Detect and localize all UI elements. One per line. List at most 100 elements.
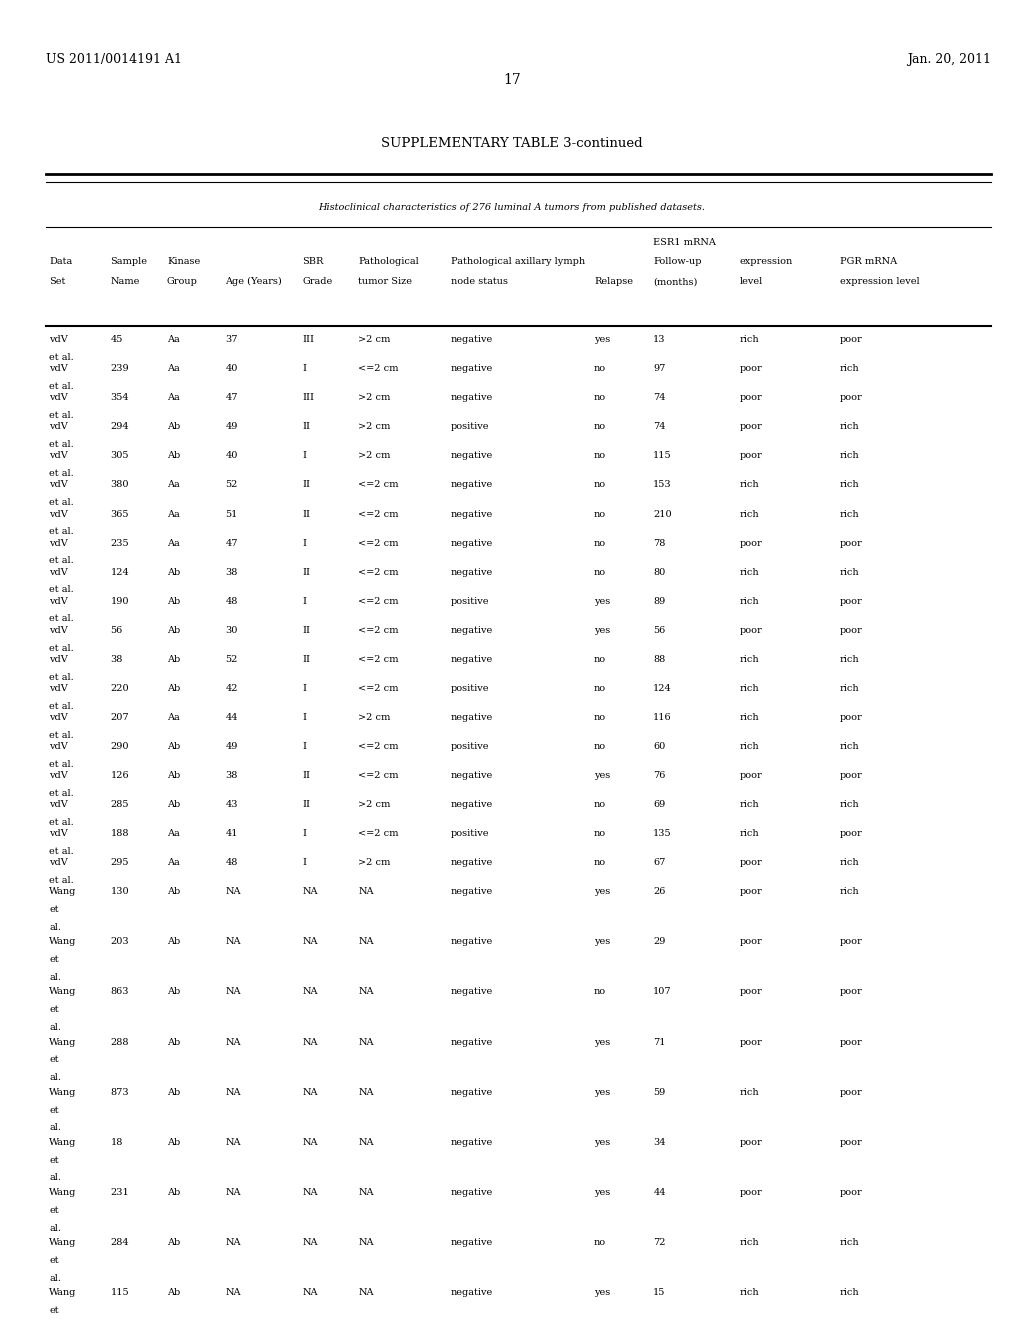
Text: vdV: vdV [49,771,68,780]
Text: 239: 239 [111,364,129,374]
Text: no: no [594,800,606,809]
Text: 365: 365 [111,510,129,519]
Text: 29: 29 [653,937,666,946]
Text: no: no [594,422,606,432]
Text: Ab: Ab [167,422,180,432]
Text: negative: negative [451,987,493,997]
Text: rich: rich [840,684,859,693]
Text: <=2 cm: <=2 cm [358,626,399,635]
Text: <=2 cm: <=2 cm [358,568,399,577]
Text: poor: poor [840,987,862,997]
Text: 354: 354 [111,393,129,403]
Text: yes: yes [594,1038,610,1047]
Text: negative: negative [451,937,493,946]
Text: 190: 190 [111,597,129,606]
Text: no: no [594,480,606,490]
Text: et al.: et al. [49,702,74,710]
Text: 48: 48 [225,858,238,867]
Text: vdV: vdV [49,422,68,432]
Text: <=2 cm: <=2 cm [358,742,399,751]
Text: et al.: et al. [49,499,74,507]
Text: II: II [302,800,310,809]
Text: yes: yes [594,597,610,606]
Text: no: no [594,655,606,664]
Text: 30: 30 [225,626,238,635]
Text: 116: 116 [653,713,672,722]
Text: NA: NA [358,937,374,946]
Text: poor: poor [739,1138,762,1147]
Text: et al.: et al. [49,673,74,681]
Text: Pathological: Pathological [358,257,419,267]
Text: no: no [594,684,606,693]
Text: vdV: vdV [49,713,68,722]
Text: negative: negative [451,800,493,809]
Text: II: II [302,422,310,432]
Text: et al.: et al. [49,586,74,594]
Text: vdV: vdV [49,364,68,374]
Text: NA: NA [358,1238,374,1247]
Text: rich: rich [840,858,859,867]
Text: al.: al. [49,1274,61,1283]
Text: poor: poor [840,626,862,635]
Text: yes: yes [594,1138,610,1147]
Text: rich: rich [739,1088,759,1097]
Text: <=2 cm: <=2 cm [358,364,399,374]
Text: poor: poor [840,1038,862,1047]
Text: Grade: Grade [302,277,333,286]
Text: poor: poor [739,626,762,635]
Text: II: II [302,510,310,519]
Text: (months): (months) [653,277,697,286]
Text: 290: 290 [111,742,129,751]
Text: no: no [594,510,606,519]
Text: >2 cm: >2 cm [358,335,391,345]
Text: NA: NA [225,1038,241,1047]
Text: poor: poor [739,364,762,374]
Text: rich: rich [840,742,859,751]
Text: poor: poor [739,887,762,896]
Text: >2 cm: >2 cm [358,393,391,403]
Text: positive: positive [451,597,489,606]
Text: positive: positive [451,829,489,838]
Text: NA: NA [302,1088,317,1097]
Text: Wang: Wang [49,1188,77,1197]
Text: et al.: et al. [49,383,74,391]
Text: 43: 43 [225,800,238,809]
Text: 49: 49 [225,742,238,751]
Text: 305: 305 [111,451,129,461]
Text: negative: negative [451,364,493,374]
Text: NA: NA [358,1038,374,1047]
Text: no: no [594,539,606,548]
Text: poor: poor [840,1088,862,1097]
Text: 47: 47 [225,393,238,403]
Text: negative: negative [451,887,493,896]
Text: Age (Years): Age (Years) [225,277,282,286]
Text: 40: 40 [225,364,238,374]
Text: no: no [594,713,606,722]
Text: vdV: vdV [49,539,68,548]
Text: poor: poor [739,771,762,780]
Text: vdV: vdV [49,480,68,490]
Text: vdV: vdV [49,335,68,345]
Text: Group: Group [167,277,198,286]
Text: Aa: Aa [167,713,179,722]
Text: Aa: Aa [167,364,179,374]
Text: Ab: Ab [167,1138,180,1147]
Text: poor: poor [840,771,862,780]
Text: I: I [302,742,306,751]
Text: 130: 130 [111,887,129,896]
Text: Ab: Ab [167,655,180,664]
Text: no: no [594,393,606,403]
Text: 873: 873 [111,1088,129,1097]
Text: NA: NA [225,1088,241,1097]
Text: vdV: vdV [49,655,68,664]
Text: rich: rich [739,480,759,490]
Text: et: et [49,1307,58,1315]
Text: poor: poor [840,713,862,722]
Text: 13: 13 [653,335,666,345]
Text: et al.: et al. [49,557,74,565]
Text: rich: rich [840,364,859,374]
Text: Ab: Ab [167,597,180,606]
Text: >2 cm: >2 cm [358,858,391,867]
Text: NA: NA [302,1288,317,1298]
Text: rich: rich [840,887,859,896]
